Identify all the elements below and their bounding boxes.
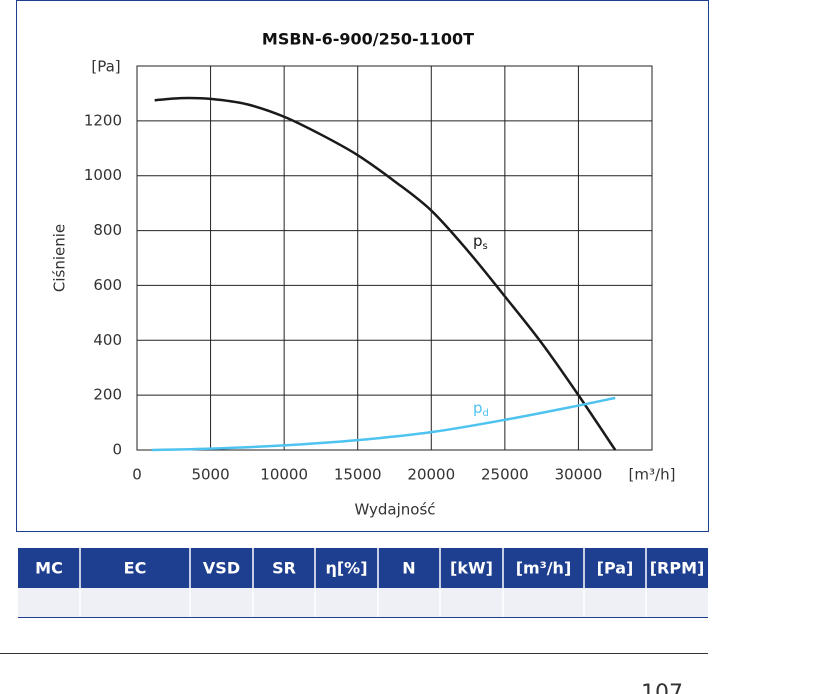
table-header-cell: η[%] — [325, 559, 367, 578]
x-tick-label: 25000 — [481, 466, 529, 484]
x-tick-label: 5000 — [191, 466, 229, 484]
y-tick-label: 0 — [112, 441, 122, 459]
x-tick-label: 20000 — [407, 466, 455, 484]
series-line — [151, 396, 616, 452]
y-tick-label: 400 — [93, 331, 122, 349]
table-header-cell: [m³/h] — [516, 559, 572, 578]
series-label-main: p — [473, 399, 483, 417]
x-tick-label: 10000 — [260, 466, 308, 484]
chart-frame — [16, 0, 709, 532]
series-label-main: p — [473, 232, 483, 250]
y-tick-label: 1200 — [84, 111, 122, 129]
table-header-cell: MC — [35, 559, 63, 578]
x-tick-label: 0 — [132, 466, 142, 484]
table-header-cell: [kW] — [450, 559, 493, 578]
table-header — [18, 548, 708, 588]
table-header-cell: SR — [272, 559, 296, 578]
table-header-cell: [RPM] — [650, 559, 705, 578]
chart-title: MSBN-6-900/250-1100T — [262, 30, 474, 49]
plot-frame — [136, 65, 653, 451]
y-tick-label: 600 — [93, 276, 122, 294]
series-label: pd — [473, 399, 489, 420]
y-unit: [Pa] — [91, 58, 120, 76]
x-unit: [m³/h] — [629, 466, 676, 484]
y-axis-label: Ciśnienie — [51, 224, 69, 292]
table-header-cell: VSD — [203, 559, 240, 578]
series-label: ps — [473, 232, 488, 253]
y-tick-label: 200 — [93, 386, 122, 404]
series-line — [154, 96, 617, 451]
page-number: 107 — [641, 681, 683, 694]
series-label-sub: d — [483, 408, 489, 419]
table-header-cell: EC — [124, 559, 147, 578]
table-row — [18, 588, 708, 617]
x-tick-label: 30000 — [555, 466, 603, 484]
x-axis-label: Wydajność — [354, 501, 435, 519]
table-header-cell: N — [402, 559, 415, 578]
x-tick-label: 15000 — [334, 466, 382, 484]
series-label-sub: s — [483, 241, 488, 252]
table-header-cell: [Pa] — [597, 559, 634, 578]
y-tick-label: 800 — [93, 221, 122, 239]
y-tick-label: 1000 — [84, 166, 122, 184]
